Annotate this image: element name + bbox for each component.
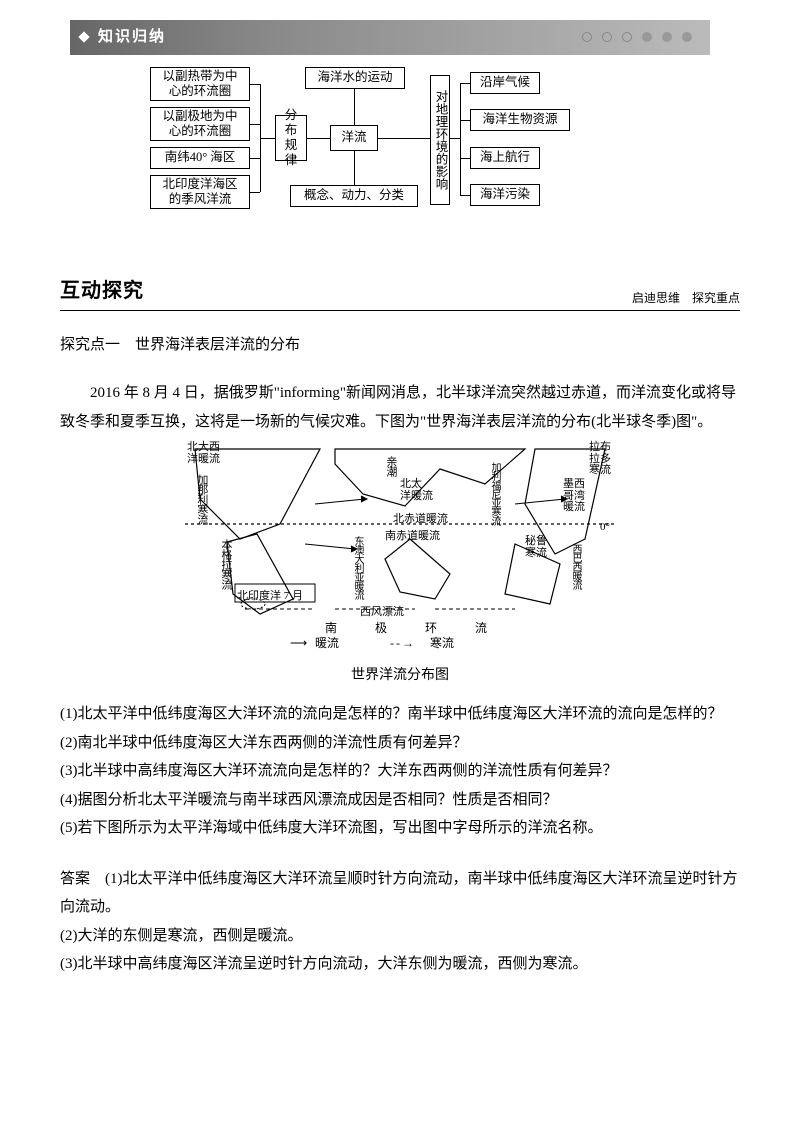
lbl-eastau: 东澳大利亚暖流 [348,536,367,599]
pagination-dots [582,32,702,42]
lbl-indian: 北印度洋 7 月 [237,586,303,607]
section-sub: 启迪思维 探究重点 [632,287,740,310]
a1: (1)北太平洋中低纬度海区大洋环流呈顺时针方向流动，南半球中低纬度海区大洋环流呈… [60,871,738,916]
q5: (5)若下图所示为太平洋海域中低纬度大洋环流图，写出图中字母所示的洋流名称。 [60,814,740,843]
q2: (2)南北半球中低纬度海区大洋东西两侧的洋流性质有何差异？ [60,729,740,758]
question-list: (1)北太平洋中低纬度海区大洋环流的流向是怎样的？南半球中低纬度海区大洋环流的流… [60,700,740,843]
lbl-jiali: 加利福尼亚寒流 [485,462,504,525]
diamond-icon [78,32,89,43]
knowledge-header: 知识归纳 [70,20,710,55]
q4: (4)据图分析北太平洋暖流与南半球西风漂流成因是否相同？性质是否相同？ [60,786,740,815]
world-currents-figure: 北大西洋暖流 加那利寒流 本格拉寒流 亲潮 北太洋暖流 北赤道暖流 南赤道暖流 … [60,444,740,674]
header-title: 知识归纳 [98,23,166,52]
left-box-2: 以副极地为中心的环流圈 [150,107,250,141]
lbl-benge: 本格拉寒流 [215,539,236,589]
left-box-4: 北印度洋海区的季风洋流 [150,175,250,209]
lbl-mexi: 墨西哥湾暖流 [563,479,585,514]
right-box-1: 沿岸气候 [470,72,540,94]
q3: (3)北半球中高纬度海区大洋环流流向是怎样的？大洋东西两侧的洋流性质有何差异？ [60,757,740,786]
left-box-1: 以副热带为中心的环流圈 [150,67,250,101]
answer-block: 答案 (1)北太平洋中低纬度海区大洋环流呈顺时针方向流动，南半球中低纬度海区大洋… [60,865,740,979]
lbl-qinchao: 亲潮 [380,456,401,476]
legend-warm: 暖流 [315,632,339,655]
right-box-3: 海上航行 [470,147,540,169]
topic-title: 探究点一 世界海洋表层洋流的分布 [60,331,740,360]
lbl-zero: 0° [600,517,610,538]
section-title: 互动探究 [60,272,144,310]
answer-label: 答案 [60,871,90,887]
lbl-ji: 极 [375,617,387,640]
lbl-labu: 拉布拉多寒流 [589,442,611,477]
vright-box: 对地理环境的影响 [430,75,450,205]
right-box-4: 海洋污染 [470,184,540,206]
mid-top: 海洋水的运动 [305,67,405,89]
lbl-jia: 加那利寒流 [191,474,212,524]
lbl-np: 北太洋暖流 [400,479,433,502]
lbl-milu: 秘鲁寒流 [525,536,547,559]
left-box-3: 南纬40° 海区 [150,147,250,169]
lbl-liu: 流 [475,617,487,640]
right-box-2: 海洋生物资源 [470,109,570,131]
lbl-xibaxi: 西巴西暖流 [566,544,585,589]
lbl-nanchi: 南赤道暖流 [385,526,440,547]
center-box: 洋流 [330,125,378,151]
q1: (1)北太平洋中低纬度海区大洋环流的流向是怎样的？南半球中低纬度海区大洋环流的流… [60,700,740,729]
legend-cold: 寒流 [430,632,454,655]
intro-paragraph: 2016 年 8 月 4 日，据俄罗斯"informing"新闻网消息，北半球洋… [60,379,740,436]
section-header: 互动探究 启迪思维 探究重点 [60,272,740,311]
figure-caption: 世界洋流分布图 [185,661,615,688]
mid-bottom: 概念、动力、分类 [290,185,418,207]
lbl-nw: 北大西洋暖流 [187,442,220,465]
a3: (3)北半球中高纬度海区洋流呈逆时针方向流动，大洋东侧为暖流，西侧为寒流。 [60,950,740,979]
concept-map: 以副热带为中心的环流圈 以副极地为中心的环流圈 南纬40° 海区 北印度洋海区的… [60,67,740,242]
a2: (2)大洋的东侧是寒流，西侧是暖流。 [60,922,740,951]
mid-small: 分布规律 [275,115,307,161]
